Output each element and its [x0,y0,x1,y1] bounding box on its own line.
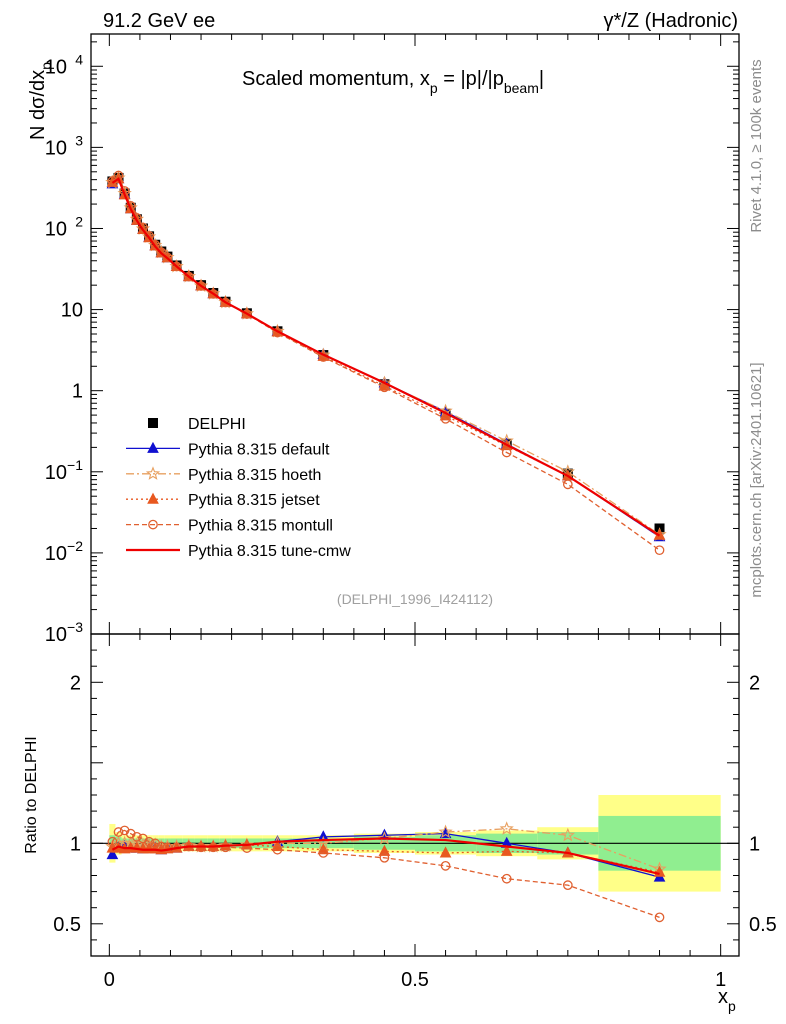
legend-marker [148,519,158,530]
main-series-group [105,170,667,556]
ratio-ytick-label-left: 2 [70,672,81,694]
ratio-marker-pythia-8-315-hoeth [499,821,514,835]
ratio-marker-pythia-8-315-montull [131,832,142,842]
main-ytick-exponent: −2 [67,538,83,554]
legend-marker [145,466,161,480]
main-ytick-label: 10 [45,56,67,78]
main-ytick-exponent: −3 [67,619,83,635]
main-ytick-label: 1 [72,381,83,403]
legend-label: Pythia 8.315 default [188,441,330,458]
ratio-ylabel: Ratio to DELPHI [23,736,40,853]
main-marker-pythia-8-315-montull [144,231,154,241]
main-marker-pythia-8-315-montull [196,281,206,291]
ratio-xtick-label: 1 [715,969,726,991]
legend-label: DELPHI [188,416,246,433]
main-marker-pythia-8-315-montull [171,261,182,272]
ratio-marker-pythia-8-315-montull [379,852,390,863]
legend-entry-delphi: DELPHI [148,416,246,433]
legend-marker [147,492,159,504]
main-ytick-label: 10 [45,543,67,565]
main-marker-pythia-8-315-montull [156,247,167,258]
legend-marker [147,441,159,453]
legend-label: Pythia 8.315 jetset [188,492,320,509]
ratio-line-pythia-8-315-hoeth [112,828,660,870]
ratio-series-group [105,821,667,923]
ratio-marker-pythia-8-315-jetset [378,844,391,856]
legend-label: Pythia 8.315 hoeth [188,467,321,484]
legend-entry-pythia-8-315-montull: Pythia 8.315 montull [126,518,333,535]
ratio-marker-pythia-8-315-montull [220,842,231,853]
main-marker-pythia-8-315-montull [501,447,512,458]
ratio-marker-pythia-8-315-hoeth [377,830,392,845]
main-line-pythia-8-315-tune-cmw [111,177,661,537]
ratio-marker-pythia-8-315-montull [654,912,665,923]
ratio-marker-pythia-8-315-default [106,847,119,860]
ratio-marker-pythia-8-315-montull [440,860,451,871]
main-ytick-label: 10 [45,624,67,646]
main-marker-pythia-8-315-jetset [378,379,391,391]
ratio-marker-pythia-8-315-montull [162,842,173,853]
main-ytick-label: 10 [45,218,67,240]
main-marker-pythia-8-315-montull [654,545,665,556]
ratio-line-pythia-8-315-tune-cmw [111,837,660,875]
main-marker-pythia-8-315-montull [183,271,194,282]
main-ytick-label: 10 [61,300,83,322]
mcplots-label: mcplots.cern.ch [arXiv:2401.10621] [748,362,765,597]
main-series-pythia-8-315-tune-cmw [111,177,661,537]
main-title: Scaled momentum, xp = |p|/|pbeam| [242,68,544,96]
rivet-version-label: Rivet 4.1.0, ≥ 100k events [748,59,765,232]
legend-entry-pythia-8-315-hoeth: Pythia 8.315 hoeth [126,466,321,484]
analysis-watermark: (DELPHI_1996_I424112) [337,591,493,607]
ratio-ytick-label-left: 1 [70,833,81,855]
ratio-xtick-label: 0 [104,969,115,991]
ratio-marker-pythia-8-315-montull [107,836,118,847]
main-marker-pythia-8-315-montull [162,252,173,263]
main-ytick-label: 10 [45,137,67,159]
ratio-marker-pythia-8-315-montull [318,848,329,858]
ratio-ytick-label-right: 0.5 [749,914,777,936]
main-marker-pythia-8-315-montull [220,297,231,308]
legend: DELPHI Pythia 8.315 default Pythia 8.315 h… [126,416,351,560]
main-ytick-exponent: 2 [75,213,83,229]
legend-entry-pythia-8-315-default: Pythia 8.315 default [126,441,330,458]
main-marker-pythia-8-315-montull [242,309,252,319]
ratio-ytick-label-left: 0.5 [53,914,81,936]
ratio-series-pythia-8-315-tune-cmw [111,837,660,875]
ratio-marker-pythia-8-315-montull [113,827,124,837]
svg-text:Scaled momentum, xp = |p|/|pbe: Scaled momentum, xp = |p|/|pbeam| [242,68,544,96]
ratio-marker-pythia-8-315-hoeth [438,824,453,839]
main-series-pythia-8-315-montull [107,170,665,556]
main-line-pythia-8-315-jetset [112,177,660,536]
legend-marker [148,418,158,428]
ratio-series-pythia-8-315-montull [107,825,665,923]
legend-label: Pythia 8.315 montull [188,518,333,535]
ratio-marker-pythia-8-315-hoeth [560,827,575,842]
main-ytick-exponent: −1 [67,457,83,473]
main-marker-pythia-8-315-montull [562,479,573,490]
legend-entry-pythia-8-315-tune-cmw: Pythia 8.315 tune-cmw [126,543,351,560]
main-ytick-exponent: 3 [75,132,83,148]
ratio-xtick-label: 0.5 [401,969,429,991]
ratio-marker-pythia-8-315-montull [501,873,512,884]
ratio-ytick-label-right: 2 [749,672,760,694]
ratio-marker-pythia-8-315-montull [272,844,283,855]
ratio-marker-pythia-8-315-montull [144,836,154,847]
main-marker-pythia-8-315-montull [150,239,161,250]
process-label: γ*/Z (Hadronic) [604,10,738,32]
energy-label: 91.2 GeV ee [103,10,215,32]
ratio-marker-pythia-8-315-jetset [500,844,513,856]
main-ytick-exponent: 4 [75,51,83,67]
main-marker-pythia-8-315-montull [440,413,451,424]
main-marker-pythia-8-315-montull [208,289,219,299]
ratio-ytick-label-right: 1 [749,833,760,855]
main-ytick-label: 10 [45,462,67,484]
ratio-marker-pythia-8-315-jetset [439,846,452,858]
legend-entry-pythia-8-315-jetset: Pythia 8.315 jetset [126,492,320,509]
legend-label: Pythia 8.315 tune-cmw [188,543,351,560]
ratio-marker-pythia-8-315-montull [562,880,573,891]
